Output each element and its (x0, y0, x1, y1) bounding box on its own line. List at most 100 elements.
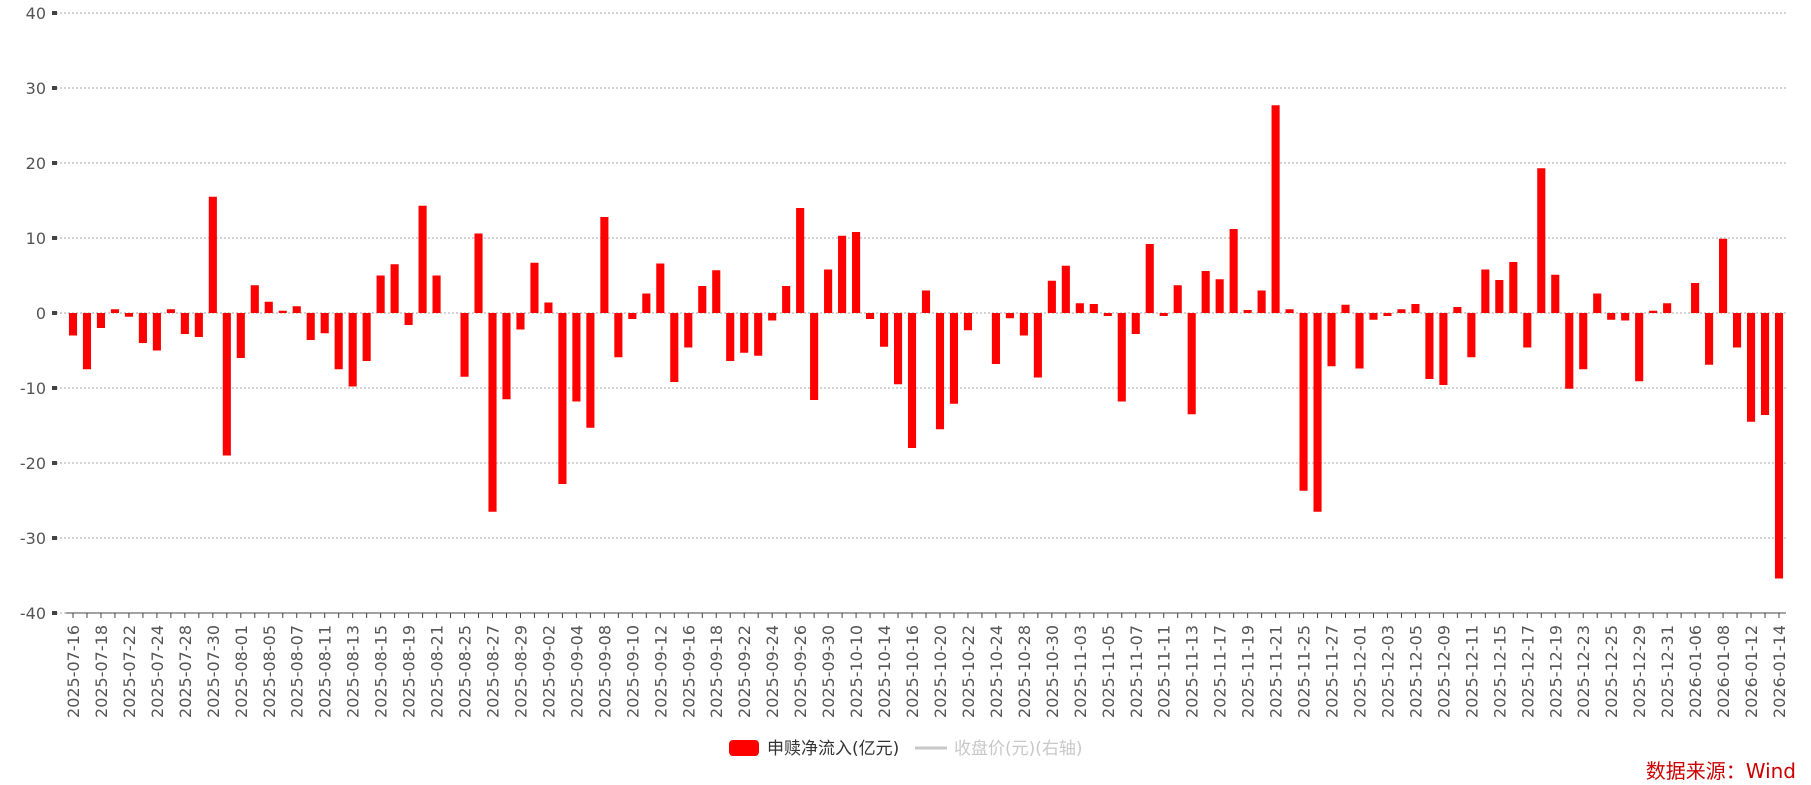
bar[interactable] (1327, 313, 1336, 367)
bar[interactable] (1760, 313, 1770, 415)
legend-label-close-price[interactable]: 收盘价(元)(右轴) (954, 739, 1083, 759)
bar[interactable] (712, 270, 721, 313)
bar[interactable] (1355, 313, 1364, 369)
bar[interactable] (824, 269, 833, 314)
bar[interactable] (1159, 313, 1168, 316)
bar[interactable] (1621, 313, 1630, 321)
bar[interactable] (1215, 279, 1224, 313)
bar[interactable] (390, 264, 399, 313)
bar[interactable] (796, 208, 805, 313)
bar[interactable] (1411, 304, 1420, 313)
bar[interactable] (642, 293, 651, 314)
bar[interactable] (1285, 309, 1294, 313)
bar[interactable] (1509, 262, 1518, 313)
bar[interactable] (1117, 313, 1126, 402)
bar[interactable] (907, 313, 917, 448)
legend[interactable]: 申赎净流入(亿元) 收盘价(元)(右轴) (729, 739, 1083, 759)
bar[interactable] (166, 309, 175, 313)
bar[interactable] (1635, 313, 1644, 382)
bar[interactable] (460, 313, 469, 377)
bar[interactable] (572, 313, 581, 402)
bar[interactable] (404, 313, 413, 325)
bar[interactable] (949, 313, 959, 404)
bar[interactable] (1607, 313, 1616, 320)
bar[interactable] (1243, 310, 1252, 313)
bar[interactable] (1439, 313, 1448, 385)
bar[interactable] (852, 232, 861, 313)
bar[interactable] (1663, 303, 1672, 313)
bar[interactable] (1453, 307, 1462, 313)
bar[interactable] (82, 313, 92, 370)
bar[interactable] (879, 313, 889, 347)
bar[interactable] (1383, 313, 1392, 316)
bar[interactable] (292, 306, 301, 313)
bar[interactable] (1719, 238, 1728, 313)
bar[interactable] (1746, 313, 1756, 422)
bar[interactable] (670, 313, 679, 382)
bar[interactable] (1187, 313, 1196, 415)
bar[interactable] (1313, 313, 1322, 512)
bar[interactable] (740, 313, 749, 353)
bar[interactable] (1551, 274, 1560, 313)
bar[interactable] (1579, 313, 1588, 370)
bar[interactable] (1005, 313, 1014, 319)
bar[interactable] (152, 313, 161, 351)
bar[interactable] (1299, 313, 1308, 491)
bar[interactable] (1733, 313, 1742, 348)
bar[interactable] (334, 313, 343, 370)
bar[interactable] (1103, 313, 1112, 316)
bar[interactable] (1075, 303, 1084, 313)
bar[interactable] (278, 310, 287, 313)
bar[interactable] (1257, 290, 1266, 314)
bar[interactable] (138, 313, 147, 343)
bar[interactable] (1593, 293, 1602, 314)
bar[interactable] (1229, 229, 1238, 313)
bar[interactable] (110, 309, 119, 313)
bar[interactable] (656, 263, 665, 314)
bar[interactable] (1131, 313, 1140, 334)
bar[interactable] (1369, 313, 1378, 320)
bar[interactable] (96, 313, 106, 328)
bar[interactable] (586, 313, 595, 428)
bar[interactable] (963, 313, 973, 331)
bar[interactable] (474, 233, 483, 314)
bar[interactable] (558, 313, 567, 484)
bar[interactable] (1495, 280, 1504, 313)
legend-swatch-net-flow[interactable] (729, 740, 759, 756)
bar[interactable] (516, 313, 525, 330)
bar[interactable] (698, 286, 707, 313)
bar[interactable] (1397, 309, 1406, 313)
bar[interactable] (1033, 313, 1042, 378)
bar[interactable] (1173, 285, 1182, 313)
bar[interactable] (1537, 168, 1546, 313)
bar[interactable] (1047, 280, 1056, 313)
bar[interactable] (1774, 313, 1784, 579)
bar[interactable] (1467, 313, 1476, 358)
bar[interactable] (530, 262, 539, 313)
bar[interactable] (362, 313, 371, 361)
bar[interactable] (1271, 105, 1280, 313)
bar[interactable] (726, 313, 735, 361)
bar[interactable] (1425, 313, 1434, 379)
bar[interactable] (810, 313, 819, 400)
bar[interactable] (250, 285, 259, 313)
bar[interactable] (124, 313, 133, 317)
bar[interactable] (1705, 313, 1714, 365)
bar[interactable] (68, 313, 78, 336)
bar[interactable] (866, 313, 875, 319)
bar[interactable] (236, 313, 245, 358)
bar[interactable] (1019, 313, 1028, 336)
bar[interactable] (1565, 313, 1574, 389)
bar[interactable] (376, 275, 385, 314)
bar[interactable] (768, 313, 777, 321)
bar[interactable] (838, 235, 847, 313)
bar[interactable] (488, 313, 497, 512)
bar[interactable] (502, 313, 511, 400)
bar[interactable] (991, 313, 1000, 364)
bar[interactable] (418, 205, 427, 313)
bar[interactable] (935, 313, 945, 430)
bar[interactable] (1691, 283, 1700, 313)
bar[interactable] (754, 313, 763, 356)
bar[interactable] (1145, 244, 1154, 313)
bar[interactable] (1523, 313, 1532, 348)
